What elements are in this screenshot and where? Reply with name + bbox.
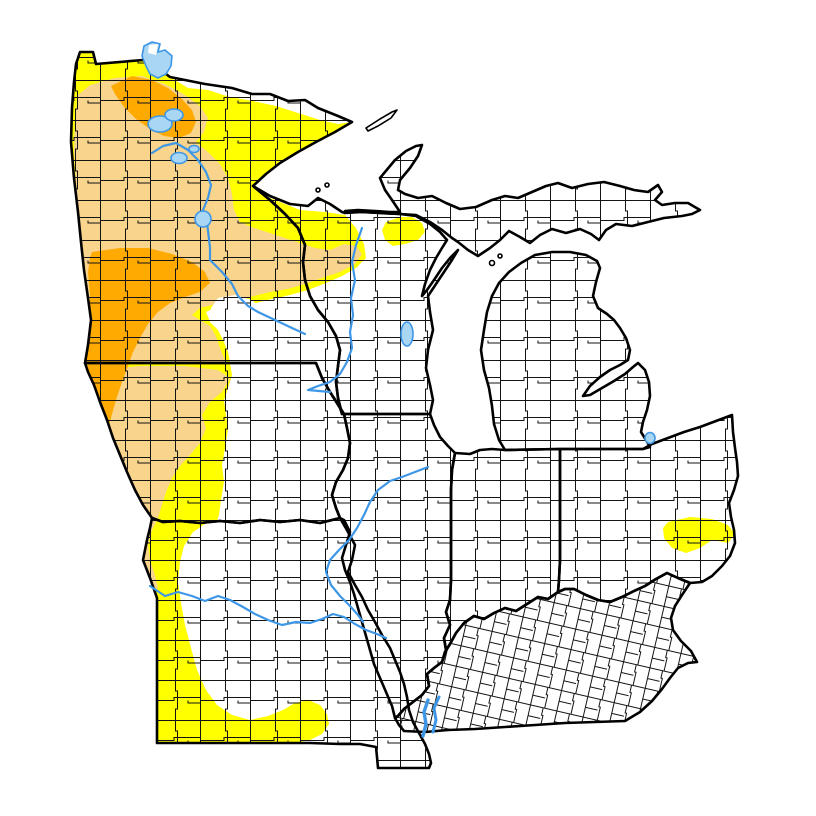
water-layer bbox=[141, 41, 656, 738]
illinois-river bbox=[324, 465, 430, 624]
lake-st-clair bbox=[644, 431, 656, 445]
lake-of-the-woods-canada-notch bbox=[148, 44, 158, 55]
leech-lake bbox=[170, 151, 188, 165]
lake-winnibigoshish bbox=[188, 144, 200, 154]
lake-barkley bbox=[431, 695, 441, 734]
missouri-river bbox=[148, 584, 388, 640]
apostle-island-2 bbox=[324, 182, 330, 188]
wisconsin-river bbox=[306, 226, 364, 394]
apostle-island-1 bbox=[315, 187, 321, 193]
kentucky-lake bbox=[421, 698, 430, 738]
beaver-island-2 bbox=[497, 253, 503, 259]
upper-red-lake bbox=[164, 108, 184, 122]
lake-winnebago bbox=[400, 321, 414, 347]
mille-lacs-lake bbox=[194, 210, 212, 228]
beaver-island-1 bbox=[488, 259, 496, 267]
lower-red-lake bbox=[147, 115, 173, 133]
isle-royale-island bbox=[365, 109, 398, 132]
